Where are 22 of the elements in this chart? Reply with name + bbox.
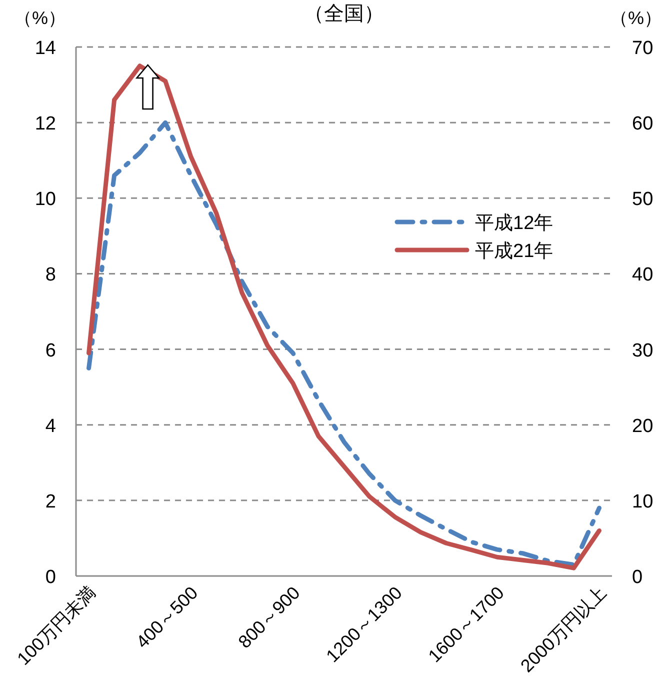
y2-axis-title: （%） xyxy=(610,8,661,28)
legend-label: 平成21年 xyxy=(475,241,554,262)
chart-title: （全国） xyxy=(304,3,384,25)
y2-tick-label: 10 xyxy=(632,491,654,512)
y-tick-label: 10 xyxy=(34,189,56,210)
y-tick-label: 12 xyxy=(34,114,56,135)
y2-tick-label: 70 xyxy=(632,38,654,59)
y2-tick-label: 40 xyxy=(632,264,654,286)
y2-tick-label: 0 xyxy=(632,567,643,588)
y-tick-label: 2 xyxy=(45,491,56,512)
y2-tick-label: 20 xyxy=(632,416,654,437)
x-tick-label: 400～500 xyxy=(132,582,202,652)
x-tick-label: 800～900 xyxy=(234,582,304,652)
y2-tick-label: 30 xyxy=(632,340,654,362)
y-tick-label: 14 xyxy=(34,38,56,59)
y-tick-label: 6 xyxy=(45,340,56,362)
y2-tick-label: 60 xyxy=(632,114,654,135)
y2-tick-label: 50 xyxy=(632,189,654,210)
y-tick-label: 8 xyxy=(45,264,56,286)
y-axis-title: （%） xyxy=(14,8,66,28)
legend-label: 平成12年 xyxy=(475,213,554,234)
y-tick-label: 4 xyxy=(45,416,56,437)
